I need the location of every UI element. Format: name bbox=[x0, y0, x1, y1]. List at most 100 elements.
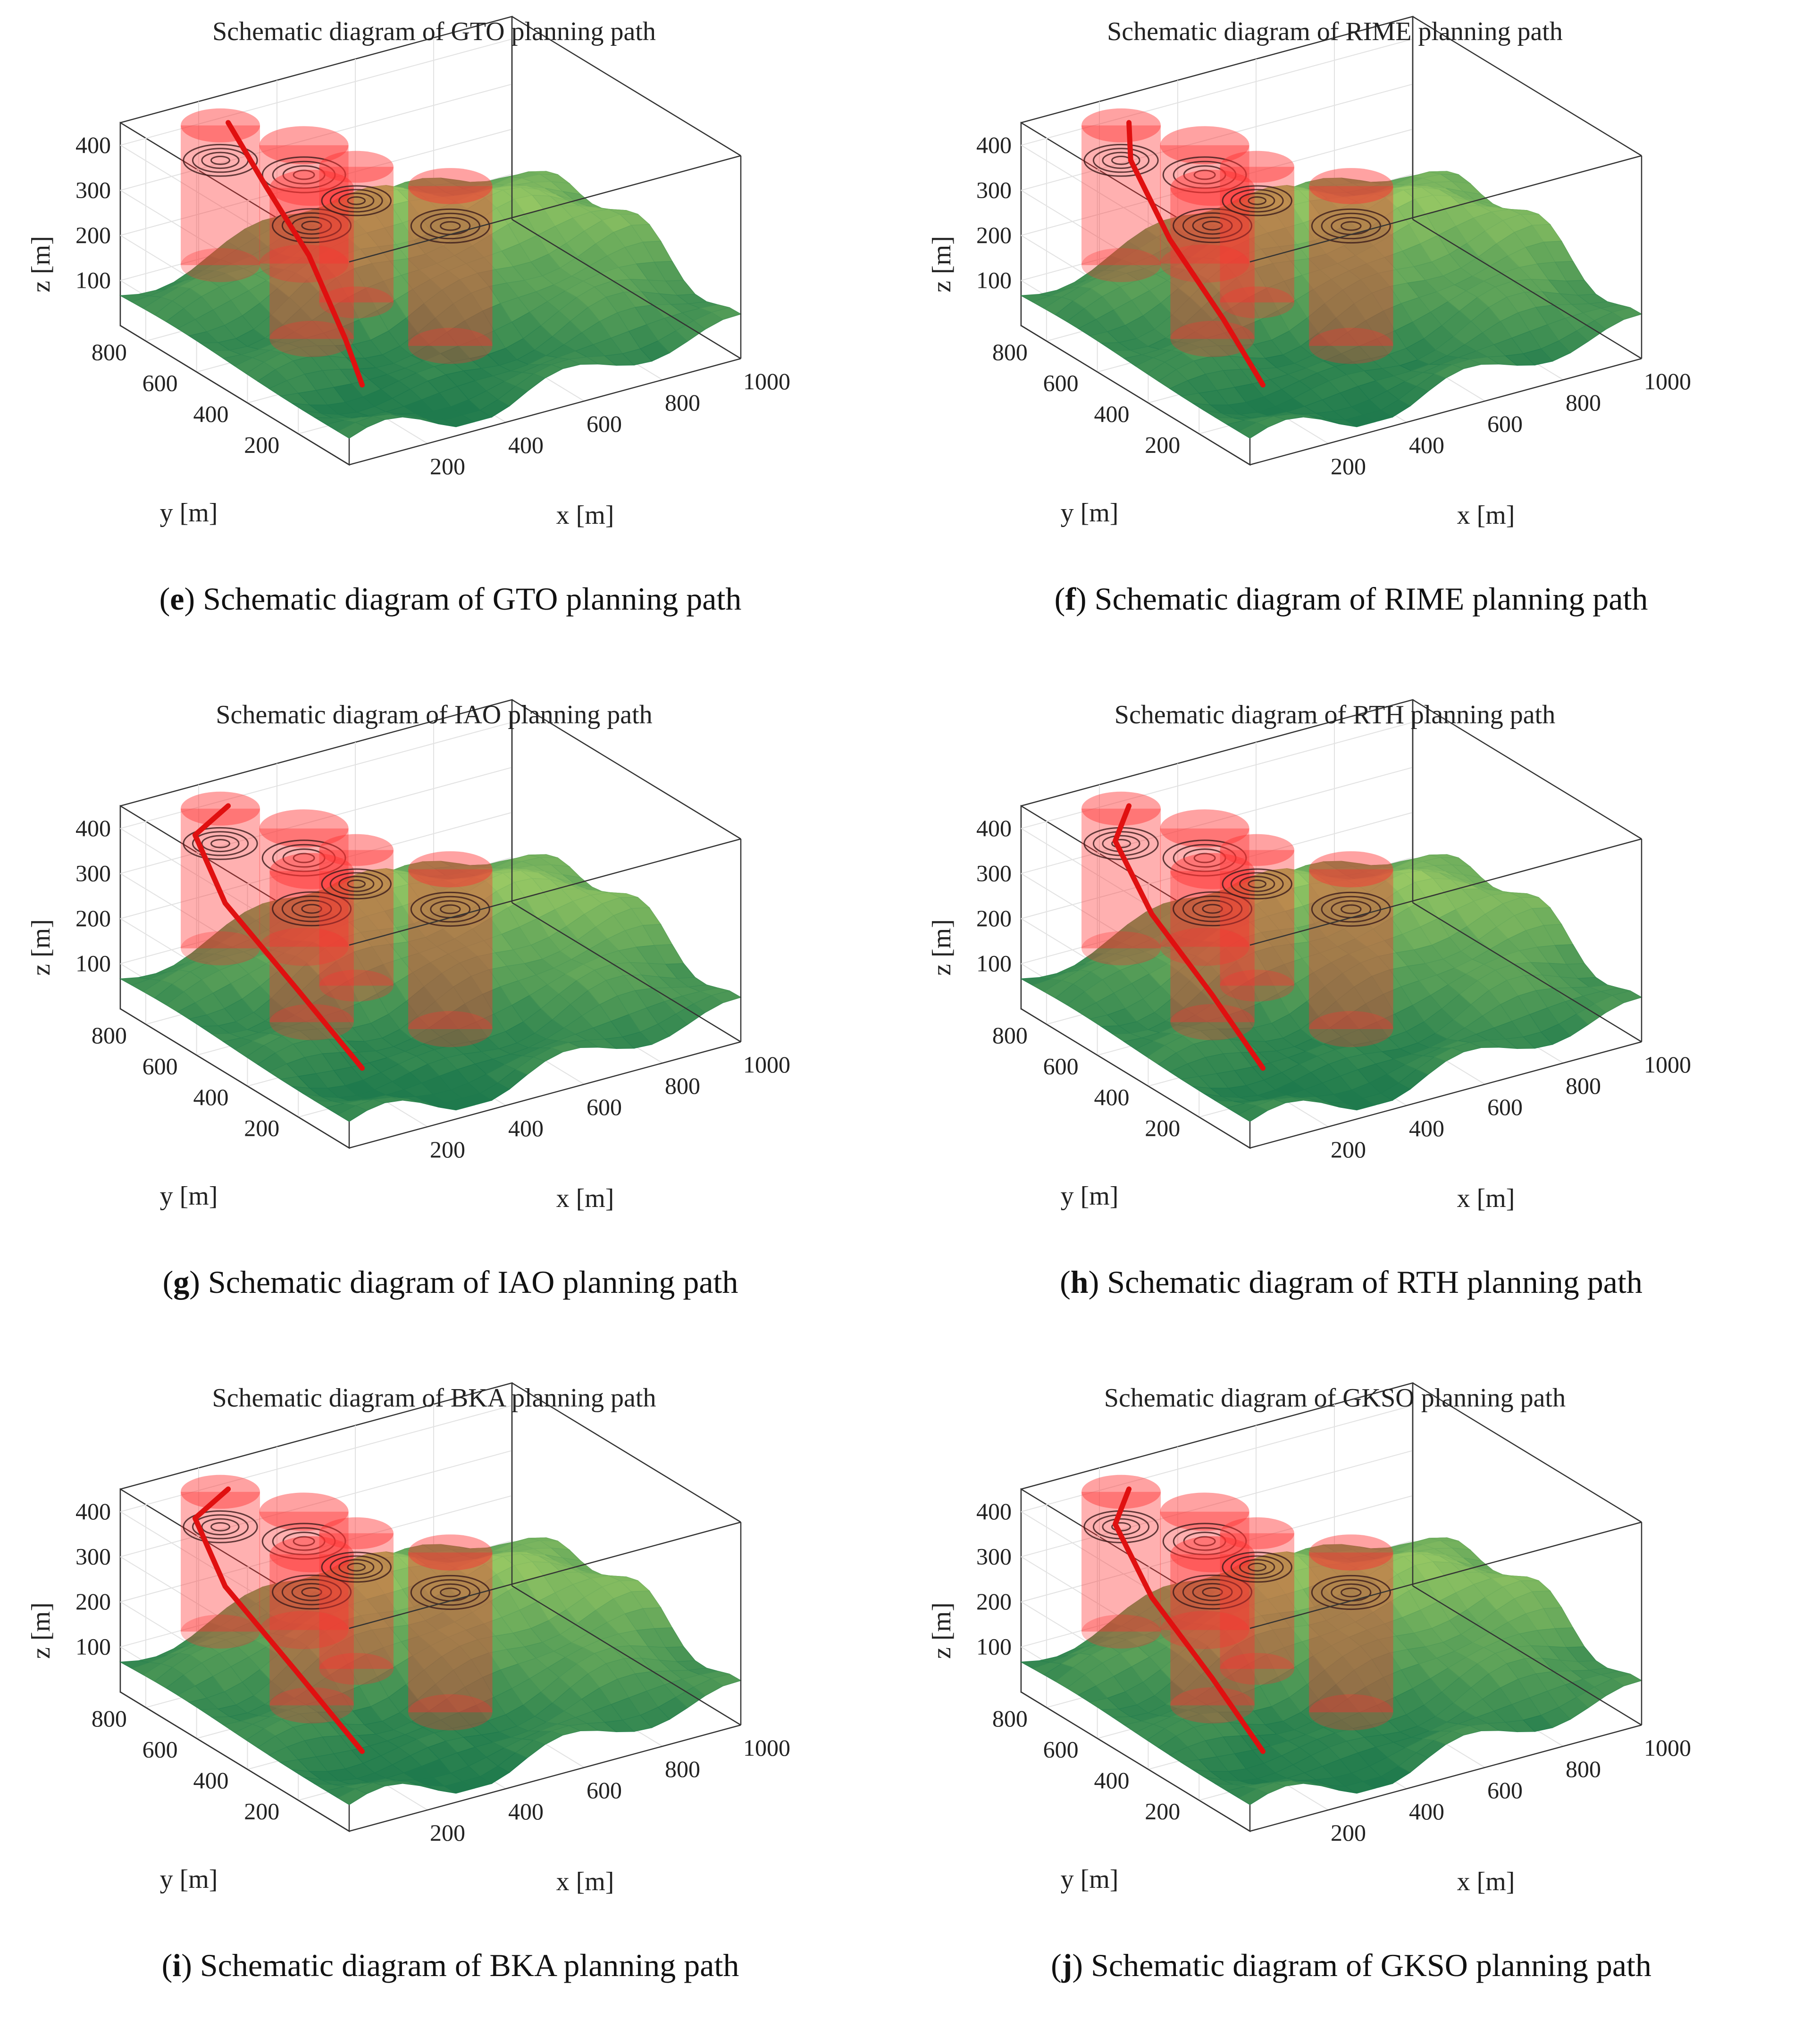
chart-title: Schematic diagram of RTH planning path bbox=[1115, 700, 1555, 729]
y-tick-label: 200 bbox=[1145, 1114, 1180, 1141]
x-tick-label: 1000 bbox=[1644, 1734, 1691, 1761]
x-tick-label: 200 bbox=[430, 453, 465, 479]
z-tick-label: 400 bbox=[75, 1498, 111, 1525]
y-tick-label: 800 bbox=[992, 1705, 1028, 1732]
threat-cylinder bbox=[181, 1474, 260, 1649]
x-tick-label: 400 bbox=[1409, 432, 1444, 458]
z-axis-label: z [m] bbox=[26, 236, 56, 293]
x-tick-label: 800 bbox=[1566, 1072, 1601, 1099]
terrain-surface bbox=[1020, 171, 1643, 439]
y-tick-label: 400 bbox=[193, 401, 228, 427]
y-axis-label: y [m] bbox=[160, 1181, 218, 1211]
chart-title: Schematic diagram of IAO planning path bbox=[216, 700, 652, 729]
x-tick-label: 600 bbox=[1487, 1777, 1523, 1803]
threat-cylinder bbox=[259, 1492, 349, 1650]
y-axis-label: y [m] bbox=[1061, 1865, 1119, 1894]
z-tick-label: 300 bbox=[976, 176, 1012, 203]
x-tick-label: 800 bbox=[665, 389, 700, 416]
threat-cylinder bbox=[181, 791, 260, 965]
threat-cylinder bbox=[1220, 834, 1294, 1002]
z-tick-label: 300 bbox=[976, 1543, 1012, 1569]
threat-cylinder bbox=[1220, 151, 1294, 318]
threat-cylinder bbox=[1309, 168, 1393, 364]
y-axis-label: y [m] bbox=[160, 498, 218, 528]
box-edges bbox=[1021, 16, 1643, 466]
y-axis-label: y [m] bbox=[1061, 498, 1119, 528]
panel-letter: j bbox=[1061, 1947, 1073, 1983]
box-edges bbox=[120, 1382, 742, 1832]
y-tick-label: 400 bbox=[1094, 401, 1129, 427]
threat-cylinder bbox=[319, 1517, 394, 1685]
chart-title: Schematic diagram of GKSO planning path bbox=[1104, 1383, 1566, 1413]
z-axis-label: z [m] bbox=[927, 1602, 956, 1659]
x-tick-label: 800 bbox=[1566, 389, 1601, 416]
y-tick-label: 800 bbox=[92, 1022, 127, 1048]
y-tick-label: 200 bbox=[244, 1114, 279, 1141]
x-axis-label: x [m] bbox=[556, 1867, 614, 1896]
threat-cylinder bbox=[319, 834, 394, 1002]
y-tick-label: 400 bbox=[193, 1084, 228, 1110]
x-tick-label: 400 bbox=[508, 1115, 544, 1141]
panel-letter: f bbox=[1065, 581, 1076, 617]
z-tick-label: 100 bbox=[976, 1633, 1012, 1659]
threat-cylinder bbox=[1220, 1517, 1294, 1685]
x-tick-label: 600 bbox=[587, 410, 622, 437]
z-tick-label: 300 bbox=[75, 176, 111, 203]
x-tick-label: 600 bbox=[587, 1094, 622, 1120]
x-tick-label: 400 bbox=[508, 1798, 544, 1825]
z-tick-label: 300 bbox=[75, 1543, 111, 1569]
panel-caption: (j) Schematic diagram of GKSO planning p… bbox=[1051, 1947, 1651, 1983]
threat-cylinder bbox=[408, 168, 493, 364]
planning-path bbox=[192, 1486, 365, 1754]
z-tick-label: 400 bbox=[976, 1498, 1012, 1525]
panel-f: 200 400 600 800 1000 200 400 600 800 100 200 300 400… bbox=[901, 0, 1802, 678]
chart-i: 200 400 600 800 1000 200 400 600 800 100 200 300 400… bbox=[26, 1382, 790, 1896]
z-tick-label: 200 bbox=[75, 905, 111, 931]
panel-caption: (i) Schematic diagram of BKA planning pa… bbox=[161, 1947, 739, 1983]
threat-cylinder bbox=[181, 108, 260, 282]
threat-cylinder bbox=[1309, 851, 1393, 1047]
threat-cylinder bbox=[1081, 108, 1161, 282]
threat-zones bbox=[181, 1474, 493, 1731]
box-edges bbox=[120, 699, 742, 1149]
chart-title: Schematic diagram of RIME planning path bbox=[1107, 17, 1563, 46]
x-tick-label: 1000 bbox=[743, 368, 790, 394]
x-tick-label: 1000 bbox=[1644, 368, 1691, 394]
box-edges bbox=[1021, 1382, 1643, 1832]
y-tick-label: 800 bbox=[992, 339, 1028, 365]
threat-cylinder bbox=[1160, 1492, 1249, 1650]
panel-i: 200 400 600 800 1000 200 400 600 800 100 200 300 400… bbox=[0, 1366, 901, 2044]
y-tick-label: 400 bbox=[1094, 1767, 1129, 1793]
threat-cylinder bbox=[408, 851, 493, 1047]
y-tick-label: 400 bbox=[193, 1767, 228, 1793]
planning-path bbox=[1113, 1486, 1266, 1754]
z-tick-label: 100 bbox=[75, 267, 111, 293]
z-tick-label: 200 bbox=[976, 222, 1012, 248]
y-tick-label: 800 bbox=[92, 339, 127, 365]
z-tick-label: 400 bbox=[75, 132, 111, 158]
y-tick-label: 200 bbox=[244, 1798, 279, 1824]
x-tick-label: 800 bbox=[1566, 1756, 1601, 1782]
threat-zones bbox=[181, 108, 493, 364]
z-tick-label: 100 bbox=[976, 950, 1012, 976]
x-tick-label: 200 bbox=[430, 1819, 465, 1846]
chart-h: 200 400 600 800 1000 200 400 600 800 100 200 300 400… bbox=[927, 699, 1691, 1213]
z-tick-label: 300 bbox=[976, 860, 1012, 886]
z-tick-label: 200 bbox=[75, 222, 111, 248]
x-tick-label: 400 bbox=[1409, 1115, 1444, 1141]
panel-caption: (h) Schematic diagram of RTH planning pa… bbox=[1060, 1264, 1643, 1300]
x-axis-label: x [m] bbox=[1457, 1184, 1515, 1213]
threat-zones bbox=[1081, 1474, 1393, 1731]
z-axis-label: z [m] bbox=[26, 919, 56, 976]
terrain-surface bbox=[1020, 1537, 1643, 1805]
y-tick-label: 800 bbox=[992, 1022, 1028, 1048]
chart-e: 200 400 600 800 1000 200 400 600 800 100 200 300 400… bbox=[26, 16, 790, 530]
x-axis-label: x [m] bbox=[1457, 1867, 1515, 1896]
y-tick-label: 200 bbox=[1145, 1798, 1180, 1824]
planning-path bbox=[226, 120, 365, 388]
z-tick-label: 200 bbox=[976, 1588, 1012, 1615]
panel-letter: g bbox=[173, 1264, 190, 1300]
chart-f: 200 400 600 800 1000 200 400 600 800 100 200 300 400… bbox=[927, 16, 1691, 530]
threat-cylinder bbox=[319, 151, 394, 318]
x-tick-label: 200 bbox=[1331, 453, 1366, 479]
